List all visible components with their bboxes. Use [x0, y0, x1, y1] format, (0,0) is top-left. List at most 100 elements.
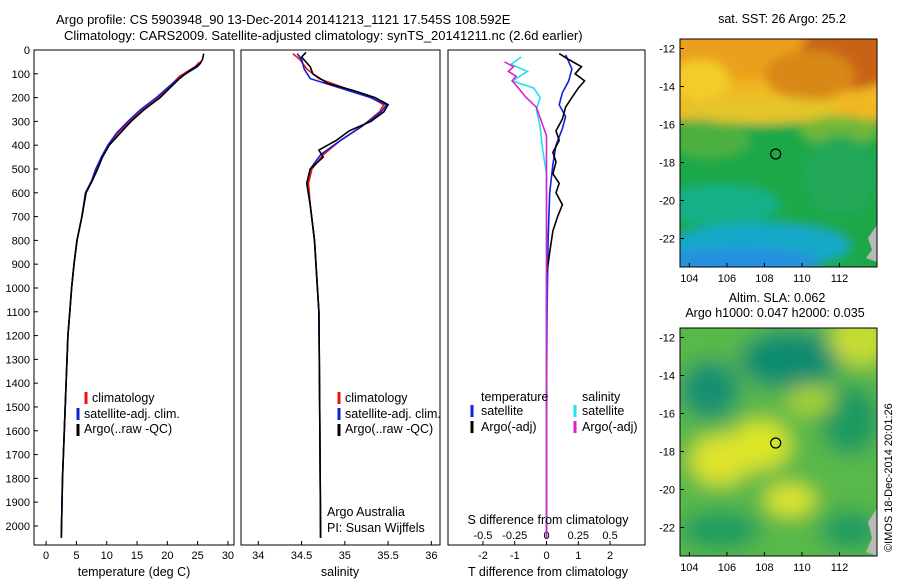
x-tick-label: 20 — [161, 550, 173, 562]
x-tick-label: 0 — [43, 550, 49, 562]
sla-map-subtitle: Argo h1000: 0.047 h2000: 0.035 — [685, 306, 864, 320]
salinity-legend: climatology satellite-adj. clim. Argo(..… — [337, 391, 441, 436]
map-y-tick-label: -16 — [659, 409, 675, 421]
imos-credit: ©IMOS 18-Dec-2014 20:01:26 — [883, 403, 895, 552]
legend-argo-label: Argo(..raw -QC) — [345, 422, 433, 436]
x-tick-label: -1 — [510, 550, 520, 562]
map-x-tick-label: 112 — [831, 562, 849, 574]
sla-map-frame — [679, 327, 878, 557]
map-x-tick-label: 106 — [718, 273, 736, 285]
depth-tick-label: 1200 — [6, 331, 30, 343]
depth-tick-label: 1900 — [6, 497, 30, 509]
header-line-1: Argo profile: CS 5903948_90 13-Dec-2014 … — [56, 12, 511, 27]
depth-tick-label: 1600 — [6, 426, 30, 438]
map-y-tick-label: -20 — [659, 196, 675, 208]
depth-tick-label: 1800 — [6, 473, 30, 485]
depth-tick-label: 2000 — [6, 521, 30, 533]
difference-panel: -2 -1 0 1 2-0.5 -0.25 0 0.25 0.5 S difference fr… — [447, 49, 646, 579]
x-tick-label: 36 — [425, 550, 437, 562]
depth-tick-label: 400 — [12, 140, 30, 152]
sla-coastline — [866, 508, 877, 556]
map-y-tick-label: -22 — [659, 234, 675, 246]
x-tick-label: 10 — [101, 550, 113, 562]
sst-map-frame — [679, 38, 878, 268]
sst-coastline — [866, 225, 877, 262]
temperature-legend: climatology satellite-adj. clim. Argo(..… — [76, 391, 180, 436]
map-y-tick-label: -14 — [659, 371, 675, 383]
depth-tick-label: 600 — [12, 188, 30, 200]
map-y-tick-label: -22 — [659, 523, 675, 535]
salinity-panel: 34 34.5 35 35.5 36 salinity climatology sate… — [240, 49, 441, 579]
sst-field — [680, 39, 877, 267]
series-argo-raw-qc- — [60, 53, 205, 538]
depth-tick-label: 0 — [24, 45, 30, 57]
sst-map-title: sat. SST: 26 Argo: 25.2 — [718, 12, 846, 26]
depth-tick-label: 200 — [12, 93, 30, 105]
depth-tick-label: 100 — [12, 69, 30, 81]
map-x-tick-label: 112 — [831, 273, 849, 285]
t-difference-label: T difference from climatology — [468, 565, 629, 579]
map-y-tick-label: -20 — [659, 485, 675, 497]
temperature-x-axis: 0 5 10 15 20 25 30 — [43, 541, 234, 562]
legend-climatology-label: climatology — [345, 391, 408, 405]
annotation-pi: PI: Susan Wijffels — [327, 521, 425, 535]
salinity-axes-frame — [240, 49, 441, 546]
s-tick-label: -0.25 — [502, 530, 527, 542]
depth-tick-label: 900 — [12, 259, 30, 271]
x-tick-label: 1 — [575, 550, 581, 562]
depth-tick-label: 1100 — [6, 307, 30, 319]
x-tick-label: 35.5 — [377, 550, 398, 562]
difference-x-axes: -2 -1 0 1 2-0.5 -0.25 0 0.25 0.5 — [473, 530, 617, 562]
sst-map-panel: sat. SST: 26 Argo: 25.2 104 106 108 110 1 — [659, 12, 878, 286]
annotation-argo-australia: Argo Australia — [327, 505, 405, 519]
legend-satellite-label: satellite-adj. clim. — [345, 407, 441, 421]
depth-tick-label: 700 — [12, 212, 30, 224]
s-tick-label: 0.25 — [568, 530, 589, 542]
sst-map-axes: 104 106 108 110 112 -12 -14 -16 -18 -20 -22 — [659, 44, 848, 286]
sla-map-title: Altim. SLA: 0.062 — [729, 291, 826, 305]
depth-tick-label: 500 — [12, 164, 30, 176]
s-tick-label: 0.5 — [602, 530, 617, 542]
temperature-lines — [60, 53, 205, 538]
map-y-tick-label: -16 — [659, 120, 675, 132]
map-y-tick-label: -14 — [659, 82, 675, 94]
legend-climatology-label: climatology — [92, 391, 155, 405]
salinity-x-axis: 34 34.5 35 35.5 36 — [252, 541, 437, 562]
legend-s-argo-label: Argo(-adj) — [582, 420, 638, 434]
sla-field — [680, 328, 877, 556]
series-argo-raw-qc- — [300, 51, 390, 538]
x-tick-label: -2 — [478, 550, 488, 562]
legend-t-argo-label: Argo(-adj) — [481, 420, 537, 434]
x-tick-label: 0 — [543, 550, 549, 562]
x-tick-label: 34 — [252, 550, 264, 562]
legend-salinity-heading: salinity — [582, 390, 621, 404]
map-x-tick-label: 110 — [793, 273, 811, 285]
legend-temperature-heading: temperature — [481, 390, 548, 404]
legend-satellite-label: satellite-adj. clim. — [84, 407, 180, 421]
legend-s-satellite-label: satellite — [582, 404, 624, 418]
depth-tick-label: 1500 — [6, 402, 30, 414]
x-tick-label: 30 — [222, 550, 234, 562]
depth-tick-label: 1400 — [6, 378, 30, 390]
temperature-xlabel: temperature (deg C) — [78, 565, 191, 579]
depth-tick-label: 1700 — [6, 450, 30, 462]
map-y-tick-label: -18 — [659, 447, 675, 459]
temperature-panel: 0100200300400500600700800900100011001200… — [6, 45, 452, 579]
map-x-tick-label: 108 — [755, 273, 773, 285]
difference-lines — [504, 52, 586, 538]
sla-map-axes: 104 106 108 110 112 -12 -14 -16 -18 -20 -22 — [659, 333, 848, 575]
s-tick-label: -0.5 — [473, 530, 492, 542]
x-tick-label: 34.5 — [291, 550, 312, 562]
salinity-xlabel: salinity — [321, 565, 360, 579]
map-y-tick-label: -12 — [659, 333, 675, 345]
x-tick-label: 15 — [131, 550, 143, 562]
difference-legend: temperature satellite Argo(-adj) salinit… — [470, 390, 638, 434]
map-y-tick-label: -12 — [659, 44, 675, 56]
depth-tick-label: 800 — [12, 235, 30, 247]
depth-tick-label: 1300 — [6, 354, 30, 366]
depth-tick-label: 300 — [12, 116, 30, 128]
map-x-tick-label: 104 — [680, 562, 698, 574]
map-x-tick-label: 110 — [793, 562, 811, 574]
argo-location-marker — [770, 437, 782, 449]
